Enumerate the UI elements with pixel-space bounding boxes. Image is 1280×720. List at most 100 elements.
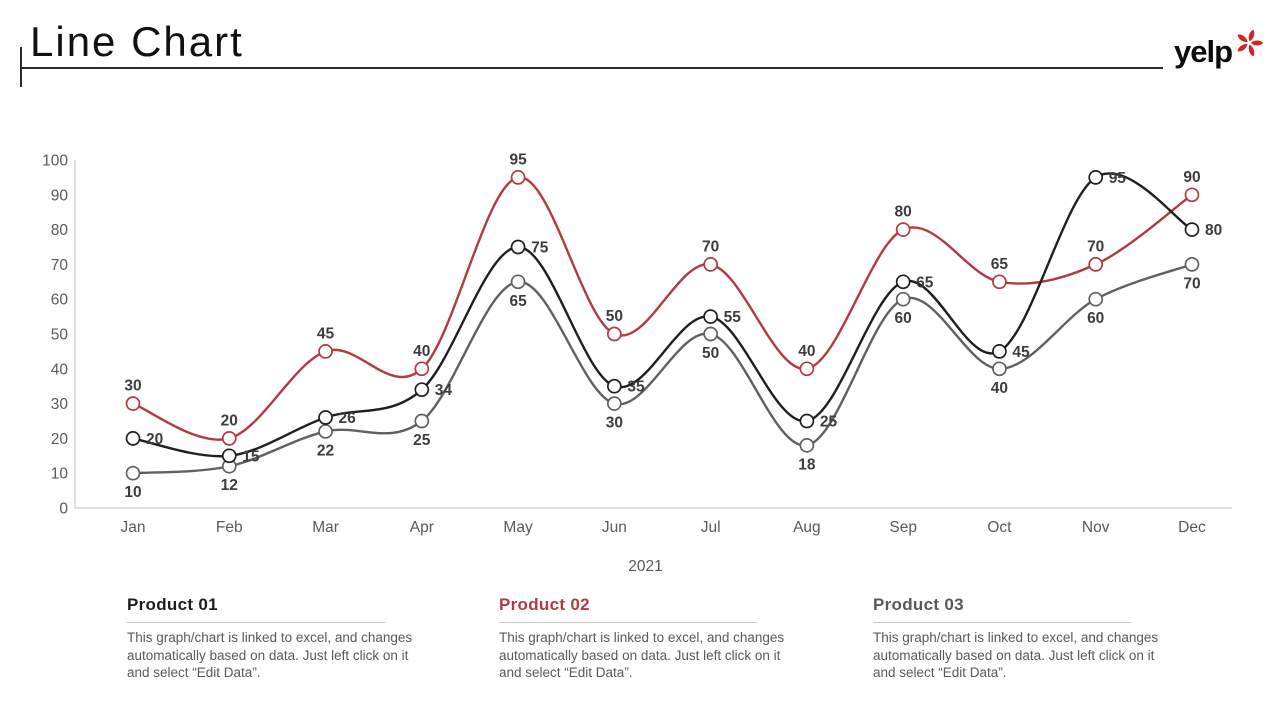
data-point-marker bbox=[799, 361, 815, 377]
series-product-02 bbox=[125, 170, 1200, 446]
x-tick-label: Nov bbox=[1082, 519, 1110, 536]
data-point-label: 65 bbox=[991, 256, 1009, 273]
footer-product-02: Product 02 This graph/chart is linked to… bbox=[499, 595, 794, 682]
yelp-logo: yelp bbox=[1174, 28, 1264, 72]
x-tick-label: Feb bbox=[216, 519, 243, 536]
data-point-label: 40 bbox=[798, 343, 815, 360]
data-point-marker bbox=[125, 431, 141, 446]
data-point-marker bbox=[606, 326, 622, 342]
data-point-marker bbox=[221, 431, 237, 446]
x-tick-label: Apr bbox=[410, 519, 434, 536]
data-point-marker bbox=[606, 396, 622, 411]
data-point-marker bbox=[510, 274, 526, 290]
data-point-marker bbox=[1184, 257, 1200, 272]
x-tick-label: Jul bbox=[701, 519, 721, 536]
data-point-label: 20 bbox=[221, 412, 238, 429]
data-point-marker bbox=[799, 413, 815, 429]
data-point-marker bbox=[510, 170, 526, 185]
data-point-label: 70 bbox=[702, 238, 719, 255]
data-point-label: 90 bbox=[1183, 169, 1200, 186]
data-point-marker bbox=[606, 378, 622, 394]
x-tick-label: Dec bbox=[1178, 519, 1206, 536]
data-point-label: 25 bbox=[820, 414, 838, 431]
data-point-marker bbox=[414, 361, 430, 377]
x-tick-label: Jan bbox=[121, 519, 146, 536]
series-product-01 bbox=[125, 170, 1200, 464]
data-point-label: 50 bbox=[606, 308, 623, 325]
data-point-label: 65 bbox=[916, 274, 934, 291]
data-point-marker bbox=[895, 222, 911, 237]
footer-title: Product 01 bbox=[127, 595, 385, 623]
data-point-label: 35 bbox=[627, 379, 645, 396]
series-line bbox=[132, 263, 1193, 475]
data-point-label: 12 bbox=[221, 477, 238, 494]
footer-product-03: Product 03 This graph/chart is linked to… bbox=[873, 595, 1168, 682]
page-title: Line Chart bbox=[30, 18, 244, 65]
series-line bbox=[132, 176, 1193, 441]
y-tick-label: 40 bbox=[51, 361, 69, 378]
data-point-marker bbox=[125, 465, 141, 481]
data-point-marker bbox=[414, 413, 430, 429]
data-point-marker bbox=[414, 382, 430, 398]
data-point-label: 45 bbox=[317, 325, 335, 342]
footer-body: This graph/chart is linked to excel, and… bbox=[499, 630, 785, 681]
data-point-label: 95 bbox=[509, 151, 527, 168]
x-tick-label: Aug bbox=[793, 519, 821, 536]
x-tick-label: Oct bbox=[987, 519, 1012, 536]
y-tick-label: 0 bbox=[59, 501, 68, 518]
data-point-marker bbox=[1088, 170, 1104, 185]
data-point-marker bbox=[992, 274, 1007, 290]
data-point-label: 60 bbox=[895, 310, 912, 327]
y-tick-label: 60 bbox=[51, 292, 69, 309]
footer-body: This graph/chart is linked to excel, and… bbox=[127, 630, 413, 681]
yelp-burst-icon bbox=[1237, 29, 1264, 57]
data-point-marker bbox=[318, 410, 333, 425]
data-point-label: 10 bbox=[124, 484, 141, 501]
x-tick-label: Sep bbox=[889, 519, 917, 536]
data-point-label: 55 bbox=[724, 309, 742, 326]
data-point-label: 70 bbox=[1087, 238, 1104, 255]
data-point-marker bbox=[510, 239, 526, 255]
series-product-03 bbox=[125, 257, 1200, 481]
data-point-label: 18 bbox=[798, 456, 816, 473]
data-point-marker bbox=[703, 257, 718, 272]
y-tick-label: 100 bbox=[42, 153, 68, 170]
data-point-label: 80 bbox=[895, 204, 912, 221]
data-point-label: 15 bbox=[242, 448, 260, 465]
yelp-logo-text: yelp bbox=[1174, 34, 1233, 69]
data-point-label: 20 bbox=[146, 431, 163, 448]
data-point-marker bbox=[992, 344, 1007, 359]
data-point-marker bbox=[703, 309, 718, 324]
data-point-label: 30 bbox=[124, 378, 141, 395]
footer-product-01: Product 01 This graph/chart is linked to… bbox=[127, 595, 422, 682]
x-tick-label: Mar bbox=[312, 519, 339, 536]
data-point-marker bbox=[125, 396, 141, 411]
footer-body: This graph/chart is linked to excel, and… bbox=[873, 630, 1159, 681]
data-point-label: 22 bbox=[317, 442, 334, 459]
y-tick-label: 80 bbox=[51, 222, 69, 239]
y-tick-label: 20 bbox=[51, 431, 69, 448]
header-tick-line bbox=[20, 47, 22, 87]
data-point-label: 80 bbox=[1205, 222, 1222, 239]
y-tick-label: 10 bbox=[51, 466, 69, 483]
data-point-label: 25 bbox=[413, 432, 431, 449]
data-point-marker bbox=[895, 291, 911, 307]
data-point-marker bbox=[318, 344, 333, 359]
y-tick-label: 70 bbox=[51, 257, 69, 274]
y-tick-label: 30 bbox=[51, 396, 69, 413]
footer-title: Product 03 bbox=[873, 595, 1131, 623]
data-point-marker bbox=[992, 361, 1007, 377]
data-point-label: 95 bbox=[1109, 170, 1127, 187]
data-point-label: 50 bbox=[702, 345, 719, 362]
footer-title: Product 02 bbox=[499, 595, 757, 623]
data-point-marker bbox=[1184, 222, 1200, 237]
data-point-marker bbox=[221, 448, 237, 464]
data-point-label: 26 bbox=[339, 410, 357, 427]
data-point-label: 40 bbox=[991, 380, 1008, 397]
data-point-label: 45 bbox=[1012, 344, 1030, 361]
data-point-marker bbox=[1184, 187, 1200, 203]
header-rule bbox=[20, 67, 1163, 69]
x-axis-title: 2021 bbox=[628, 558, 662, 575]
data-point-marker bbox=[1088, 257, 1104, 272]
data-point-label: 34 bbox=[435, 382, 453, 399]
